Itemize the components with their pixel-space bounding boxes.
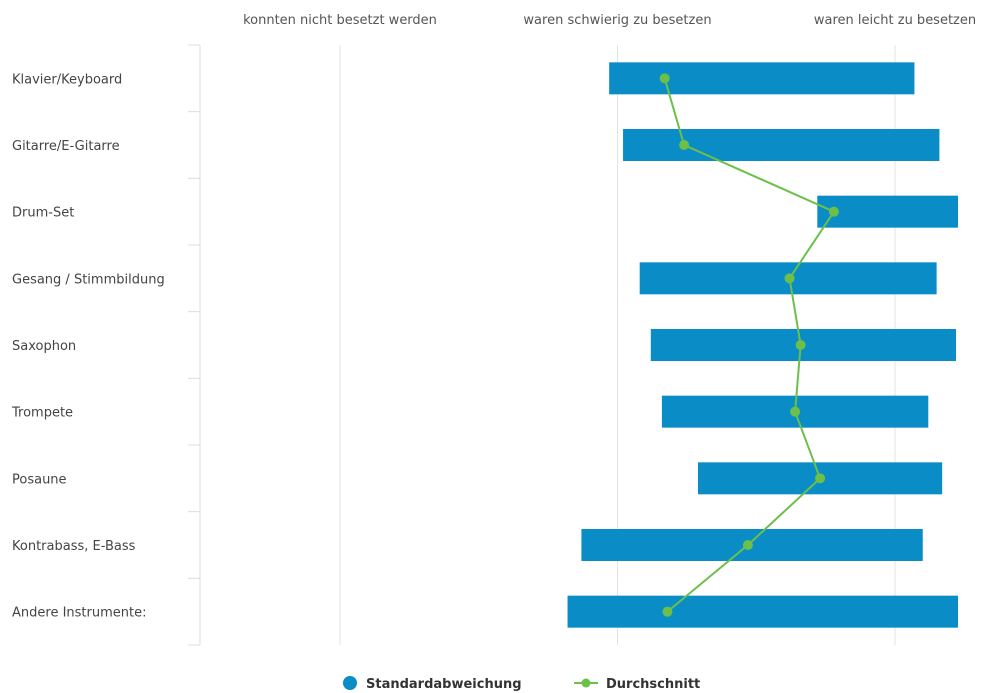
- x-axis-tick-labels: konnten nicht besetzt werden waren schwie…: [243, 13, 976, 28]
- average-point: [815, 473, 826, 484]
- average-point: [742, 540, 753, 550]
- legend-label-standardabweichung: Standardabweichung: [366, 677, 522, 692]
- std-dev-bars: [567, 62, 958, 628]
- std-dev-bar: [623, 129, 940, 161]
- x-tick-label: konnten nicht besetzt werden: [243, 13, 437, 28]
- category-labels: Klavier/Keyboard Gitarre/E-Gitarre Drum-Se…: [11, 72, 165, 620]
- average-point: [784, 273, 795, 284]
- average-point: [659, 73, 670, 84]
- category-label: Posaune: [12, 472, 67, 487]
- std-dev-bar: [817, 195, 958, 228]
- category-label: Andere Instrumente:: [12, 606, 146, 621]
- category-label: Klavier/Keyboard: [12, 72, 122, 87]
- x-tick-label: waren schwierig zu besetzen: [523, 13, 711, 28]
- average-point: [828, 206, 839, 217]
- average-point: [790, 406, 801, 417]
- std-dev-bar: [609, 62, 915, 95]
- category-label: Gesang / Stimmbildung: [12, 272, 165, 287]
- category-label: Trompete: [11, 406, 73, 421]
- average-line: [659, 73, 839, 617]
- legend-label-durchschnitt: Durchschnitt: [606, 677, 700, 692]
- category-axis: [188, 44, 201, 646]
- category-label: Saxophon: [12, 339, 76, 354]
- average-point: [795, 340, 806, 350]
- legend-marker-durchschnitt: [581, 678, 591, 688]
- category-label: Kontrabass, E-Bass: [12, 539, 136, 554]
- legend-marker-standardabweichung: [343, 676, 357, 690]
- legend: Standardabweichung Durchschnitt: [343, 676, 700, 692]
- average-point: [679, 140, 690, 150]
- std-dev-bar: [567, 595, 958, 628]
- x-tick-label: waren leicht zu besetzen: [814, 13, 976, 28]
- category-label: Drum-Set: [12, 206, 74, 221]
- category-label: Gitarre/E-Gitarre: [12, 139, 120, 154]
- average-point: [662, 606, 673, 617]
